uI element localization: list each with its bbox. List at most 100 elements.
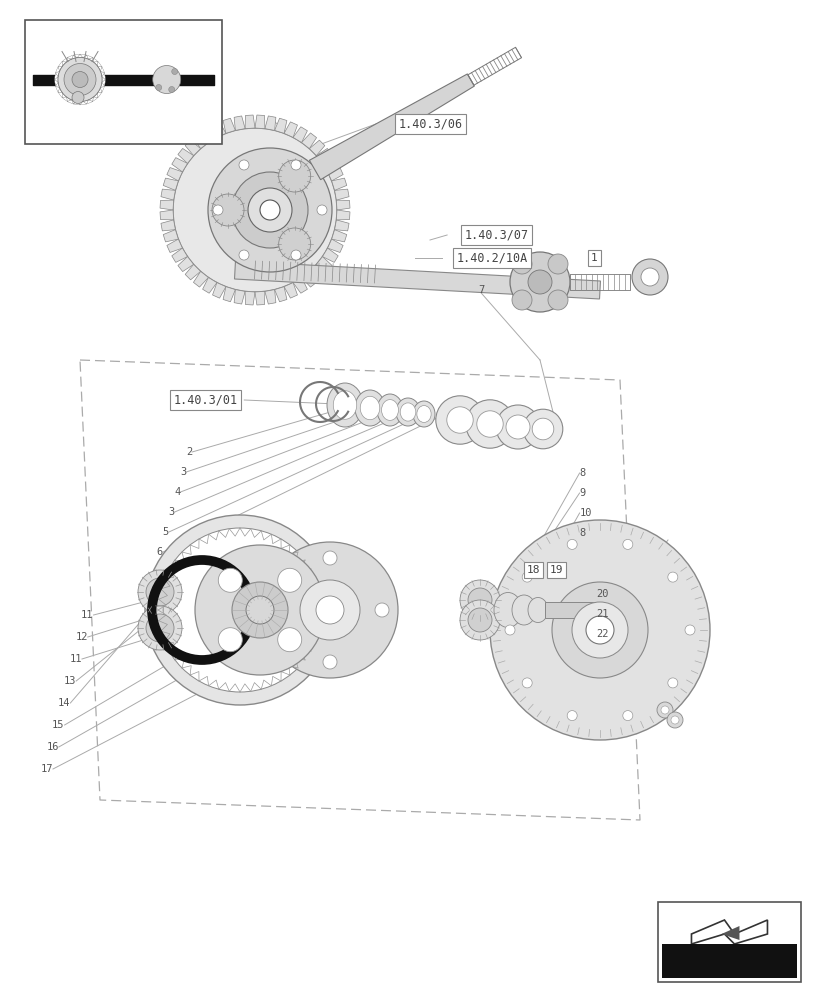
Circle shape	[670, 716, 678, 724]
Circle shape	[195, 545, 325, 675]
Polygon shape	[160, 220, 175, 231]
Text: 1.40.3/07: 1.40.3/07	[464, 229, 528, 241]
Ellipse shape	[58, 58, 102, 102]
Ellipse shape	[381, 400, 398, 420]
Text: 19: 19	[549, 565, 562, 575]
Polygon shape	[265, 116, 275, 130]
Circle shape	[522, 572, 532, 582]
Polygon shape	[322, 248, 337, 262]
Ellipse shape	[435, 396, 484, 444]
Circle shape	[522, 678, 532, 688]
Circle shape	[158, 528, 322, 692]
Circle shape	[631, 259, 667, 295]
Text: 14: 14	[58, 698, 70, 708]
Circle shape	[155, 85, 161, 91]
Ellipse shape	[376, 394, 403, 426]
Circle shape	[169, 87, 174, 93]
Circle shape	[218, 568, 242, 592]
Circle shape	[152, 66, 180, 94]
Polygon shape	[334, 220, 349, 231]
Polygon shape	[160, 200, 174, 210]
Polygon shape	[255, 115, 265, 129]
Circle shape	[246, 596, 274, 624]
Polygon shape	[213, 283, 226, 298]
Polygon shape	[275, 118, 287, 133]
Polygon shape	[163, 230, 178, 242]
Polygon shape	[662, 944, 796, 978]
Circle shape	[375, 603, 389, 617]
Polygon shape	[171, 248, 187, 262]
Polygon shape	[245, 115, 255, 129]
Text: 15: 15	[52, 720, 65, 730]
Polygon shape	[327, 168, 342, 181]
Polygon shape	[334, 189, 349, 200]
Circle shape	[277, 628, 301, 652]
Polygon shape	[203, 277, 217, 293]
Circle shape	[667, 572, 677, 582]
Circle shape	[212, 194, 244, 226]
Polygon shape	[265, 290, 275, 304]
Circle shape	[260, 200, 280, 220]
Circle shape	[460, 600, 500, 640]
Polygon shape	[332, 230, 347, 242]
Ellipse shape	[505, 415, 529, 439]
Circle shape	[171, 69, 178, 75]
Text: 8: 8	[579, 468, 586, 478]
Circle shape	[279, 228, 310, 260]
Circle shape	[660, 706, 668, 714]
Polygon shape	[336, 210, 350, 220]
Polygon shape	[544, 602, 595, 618]
Polygon shape	[301, 271, 316, 287]
Polygon shape	[167, 168, 182, 181]
Polygon shape	[301, 133, 316, 149]
Circle shape	[138, 606, 182, 650]
Text: 7: 7	[478, 285, 485, 295]
Circle shape	[146, 614, 174, 642]
Polygon shape	[234, 290, 245, 304]
Polygon shape	[234, 116, 245, 130]
Polygon shape	[309, 74, 474, 180]
Polygon shape	[327, 239, 342, 252]
Text: 8: 8	[579, 528, 586, 538]
Text: 5: 5	[162, 527, 169, 537]
Ellipse shape	[476, 411, 503, 437]
Polygon shape	[720, 926, 739, 940]
Circle shape	[323, 551, 337, 565]
Ellipse shape	[399, 403, 415, 421]
Circle shape	[511, 254, 532, 274]
Text: 1.40.3/06: 1.40.3/06	[398, 118, 462, 131]
Polygon shape	[322, 158, 337, 172]
Circle shape	[684, 625, 694, 635]
Circle shape	[317, 205, 327, 215]
Circle shape	[72, 72, 88, 88]
Circle shape	[58, 58, 102, 102]
Circle shape	[213, 205, 222, 215]
Bar	[657, 902, 800, 982]
Ellipse shape	[55, 54, 105, 105]
Polygon shape	[222, 287, 235, 302]
Polygon shape	[309, 264, 324, 280]
Ellipse shape	[523, 409, 562, 449]
Text: 1: 1	[590, 253, 597, 263]
Text: 3: 3	[179, 467, 186, 477]
Polygon shape	[163, 178, 178, 190]
Circle shape	[622, 539, 632, 549]
Ellipse shape	[528, 597, 547, 622]
Ellipse shape	[360, 396, 380, 420]
Circle shape	[552, 582, 648, 678]
Polygon shape	[222, 118, 235, 133]
Ellipse shape	[173, 128, 337, 292]
Text: 10: 10	[579, 508, 591, 518]
Circle shape	[232, 582, 288, 638]
Circle shape	[640, 268, 658, 286]
Text: 13: 13	[64, 676, 76, 686]
Circle shape	[299, 580, 360, 640]
Circle shape	[290, 250, 301, 260]
Text: 4: 4	[174, 487, 180, 497]
Bar	[25, 20, 222, 144]
Circle shape	[667, 678, 677, 688]
Text: 18: 18	[526, 565, 539, 575]
Ellipse shape	[395, 398, 419, 426]
Polygon shape	[332, 178, 347, 190]
Circle shape	[460, 580, 500, 620]
